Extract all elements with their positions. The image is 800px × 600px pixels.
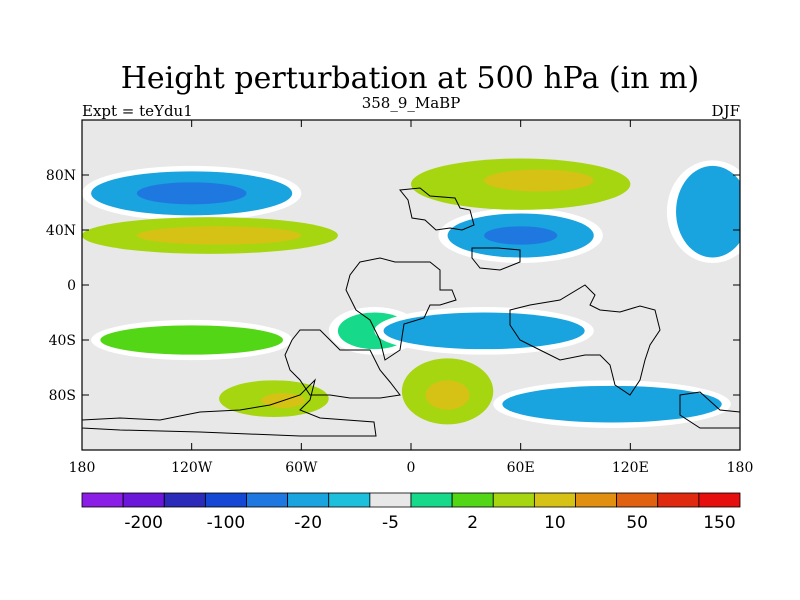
subtitle-right: DJF	[712, 102, 740, 120]
chart-title: Height perturbation at 500 hPa (in m)	[121, 61, 699, 96]
colorbar-label: 150	[703, 513, 735, 533]
colorbar-swatch	[204, 492, 247, 508]
x-tick-label: 60W	[285, 460, 318, 476]
x-tick-label: 0	[407, 460, 416, 476]
coastline-asia-east	[471, 247, 521, 271]
colorbar-swatch	[246, 492, 289, 508]
colorbar-label: 10	[544, 513, 566, 533]
coastline-antarctica-east	[679, 391, 740, 429]
colorbar-swatch	[163, 492, 206, 508]
field-blob-14	[484, 169, 594, 192]
y-tick-label: 40S	[49, 333, 76, 349]
field-blob-6	[383, 312, 585, 350]
field-blob-11	[484, 226, 558, 245]
y-tick-label: 0	[67, 278, 76, 294]
colorbar-swatch	[616, 492, 659, 508]
colorbar-label: -5	[382, 513, 399, 533]
coastline-antarctica	[82, 378, 377, 437]
colorbar-label: -200	[124, 513, 163, 533]
x-tick-label: 120W	[171, 460, 213, 476]
field-blob-16	[425, 380, 470, 410]
colorbar-swatch	[287, 492, 330, 508]
colorbar-label: 50	[626, 513, 648, 533]
colorbar-label: 2	[467, 513, 478, 533]
y-tick-label: 80S	[49, 388, 76, 404]
x-axis-ticks: 180 120W 60W 0 60E 120E 180	[69, 120, 754, 476]
contour-field-layer	[82, 158, 740, 428]
coastline-africa	[345, 257, 457, 361]
colorbar-label: -100	[207, 513, 246, 533]
colorbar-swatch	[492, 492, 535, 508]
x-tick-label: 60E	[507, 460, 535, 476]
x-tick-label: 180	[727, 460, 754, 476]
coastline-layer	[82, 187, 740, 437]
field-blob-15	[136, 226, 302, 245]
y-tick-label: 80N	[46, 168, 76, 184]
plot-area	[81, 119, 741, 451]
colorbar-swatch	[533, 492, 576, 508]
coastline-australia	[509, 284, 661, 396]
field-blob-5	[100, 325, 284, 355]
colorbar-swatch	[575, 492, 618, 508]
coastline-south-america	[284, 329, 401, 399]
colorbar-swatch	[122, 492, 165, 508]
colorbar: -200 -100 -20 -5 2 10 50 150	[81, 492, 741, 533]
y-axis-ticks: 80N 40N 0 40S 80S	[46, 168, 740, 404]
y-tick-label: 40N	[46, 223, 76, 239]
colorbar-swatch	[328, 492, 371, 508]
subtitle-left: Expt = teYdu1	[82, 102, 193, 120]
x-tick-label: 120E	[612, 460, 649, 476]
x-tick-label: 180	[69, 460, 96, 476]
colorbar-swatch	[81, 492, 124, 508]
field-blob-7	[502, 385, 722, 423]
coastline-north-america	[399, 187, 475, 231]
field-blob-4	[676, 165, 740, 258]
colorbar-swatch	[698, 492, 741, 508]
subtitle-center: 358_9_MaBP	[362, 94, 461, 112]
colorbar-swatch	[369, 492, 412, 508]
field-blob-8	[136, 182, 247, 205]
colorbar-label: -20	[294, 513, 322, 533]
colorbar-swatch	[451, 492, 494, 508]
colorbar-swatch	[657, 492, 700, 508]
colorbar-swatch	[410, 492, 453, 508]
